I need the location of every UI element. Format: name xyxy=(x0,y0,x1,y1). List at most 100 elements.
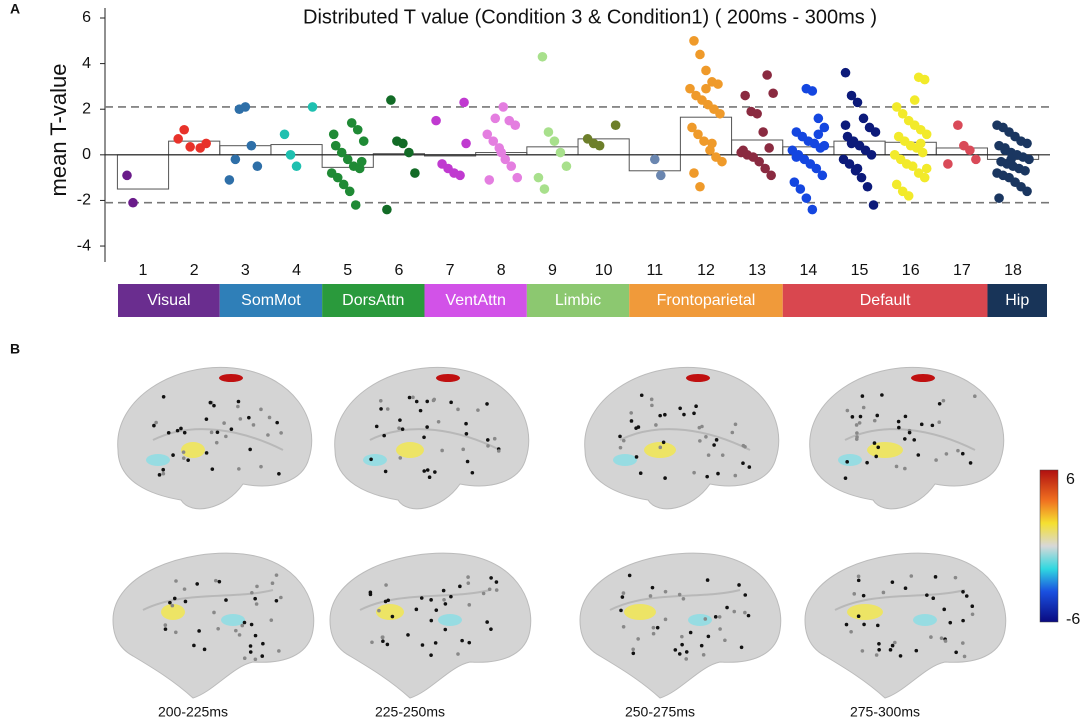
electrode xyxy=(663,617,668,622)
electrode xyxy=(942,607,947,612)
data-point xyxy=(1000,143,1010,153)
electrode xyxy=(914,648,919,653)
data-point xyxy=(555,147,566,158)
data-point xyxy=(789,177,800,187)
electrode xyxy=(175,428,180,433)
data-point xyxy=(543,127,554,137)
electrode xyxy=(865,460,869,465)
brain xyxy=(584,366,780,510)
electrode xyxy=(916,453,921,457)
electrode xyxy=(658,445,663,450)
electrode xyxy=(973,394,977,399)
electrode xyxy=(377,608,381,613)
electrode xyxy=(655,625,660,630)
sulcus xyxy=(609,589,741,611)
data-point xyxy=(717,156,727,167)
activation xyxy=(396,442,424,458)
electrode xyxy=(202,647,207,652)
electrode xyxy=(856,574,861,579)
electrode xyxy=(723,638,727,643)
data-point xyxy=(813,113,824,124)
electrode xyxy=(649,397,654,402)
y-tick-label: 0 xyxy=(82,146,91,163)
electrode xyxy=(270,581,275,586)
electrode xyxy=(663,412,667,417)
electrode xyxy=(383,469,388,474)
electrode xyxy=(397,426,401,430)
electrode xyxy=(275,420,279,425)
network-band xyxy=(219,284,323,317)
electrode xyxy=(849,629,853,634)
electrode xyxy=(631,651,636,656)
y-tick-label: -4 xyxy=(77,237,91,254)
electrode xyxy=(937,420,942,424)
electrode xyxy=(414,607,419,612)
x-tick-label: 9 xyxy=(548,262,557,279)
x-tick-label: 3 xyxy=(241,262,250,279)
data-point xyxy=(701,65,711,76)
data-point xyxy=(701,83,711,94)
electrode xyxy=(706,634,711,639)
data-point xyxy=(807,204,818,215)
electrode xyxy=(274,573,279,577)
electrode xyxy=(236,399,241,404)
electrode xyxy=(192,643,196,648)
data-point xyxy=(754,156,764,167)
activation xyxy=(644,442,676,458)
electrode xyxy=(677,592,682,597)
electrode xyxy=(465,459,470,464)
electrode xyxy=(370,640,374,645)
colorbar xyxy=(1039,469,1059,623)
electrode xyxy=(277,471,281,476)
electrode xyxy=(385,407,390,411)
electrode xyxy=(411,395,415,400)
data-point xyxy=(921,129,932,140)
activation xyxy=(219,374,243,382)
electrode xyxy=(496,449,501,453)
data-point xyxy=(185,142,195,152)
electrode xyxy=(157,473,162,477)
electrode xyxy=(208,400,213,405)
data-point xyxy=(549,136,560,146)
data-point xyxy=(358,136,369,146)
data-point xyxy=(332,172,343,183)
brain-surface xyxy=(117,366,313,510)
x-tick-label: 8 xyxy=(497,262,506,279)
electrode xyxy=(248,644,253,648)
data-point xyxy=(844,159,855,169)
electrode xyxy=(677,652,682,656)
electrode xyxy=(964,594,969,598)
electrode xyxy=(259,464,263,469)
electrode xyxy=(661,440,666,445)
electrode xyxy=(654,423,658,427)
electrode xyxy=(204,451,209,455)
electrode xyxy=(456,652,460,656)
electrode xyxy=(692,411,696,416)
data-point xyxy=(350,200,361,210)
electrode xyxy=(442,598,446,602)
electrode xyxy=(857,421,862,425)
data-point xyxy=(740,90,750,101)
sulcus xyxy=(619,428,751,451)
data-point xyxy=(594,140,605,151)
network-label: DorsAttn xyxy=(342,292,404,309)
electrode xyxy=(212,610,216,615)
electrode xyxy=(406,633,410,637)
data-point xyxy=(382,204,392,215)
electrode xyxy=(154,420,158,425)
electrode xyxy=(856,578,861,583)
electrode xyxy=(464,421,468,426)
electrode xyxy=(937,401,942,406)
network-label: SomMot xyxy=(241,292,301,309)
data-point xyxy=(461,138,471,149)
electrode xyxy=(890,580,895,584)
electrode xyxy=(909,574,914,578)
electrode xyxy=(161,394,166,399)
network-label: VentAttn xyxy=(445,292,506,309)
brain-surface xyxy=(329,552,532,699)
electrode xyxy=(248,650,253,654)
electrode xyxy=(737,583,741,587)
electrode xyxy=(733,422,738,427)
electrode xyxy=(181,456,186,460)
electrode xyxy=(385,642,390,647)
